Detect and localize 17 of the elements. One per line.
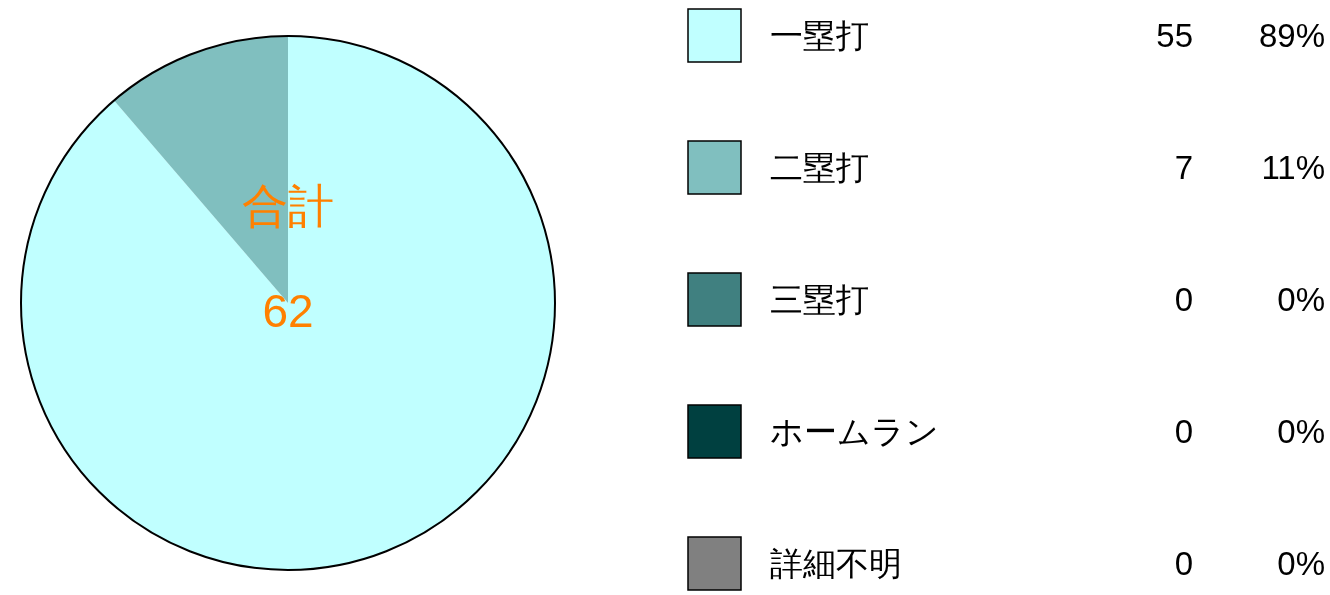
- legend-label: 詳細不明: [770, 545, 902, 582]
- text: 0: [1174, 281, 1193, 318]
- text: 11%: [1261, 149, 1325, 186]
- text: 合計: [242, 180, 334, 232]
- legend-label: 二塁打: [770, 149, 869, 186]
- text: 89%: [1258, 17, 1325, 54]
- text: 0: [1174, 413, 1193, 450]
- data-label: 55: [1156, 17, 1193, 54]
- text: 0%: [1277, 281, 1325, 318]
- legend-label: 一塁打: [770, 17, 869, 54]
- legend-label: 三塁打: [770, 281, 869, 318]
- text: 0: [1174, 545, 1193, 582]
- data-label: 7: [1174, 149, 1193, 186]
- text: 0%: [1277, 413, 1325, 450]
- text: 0%: [1277, 545, 1325, 582]
- text: 62: [262, 285, 314, 337]
- legend-label: ホームラン: [770, 413, 939, 450]
